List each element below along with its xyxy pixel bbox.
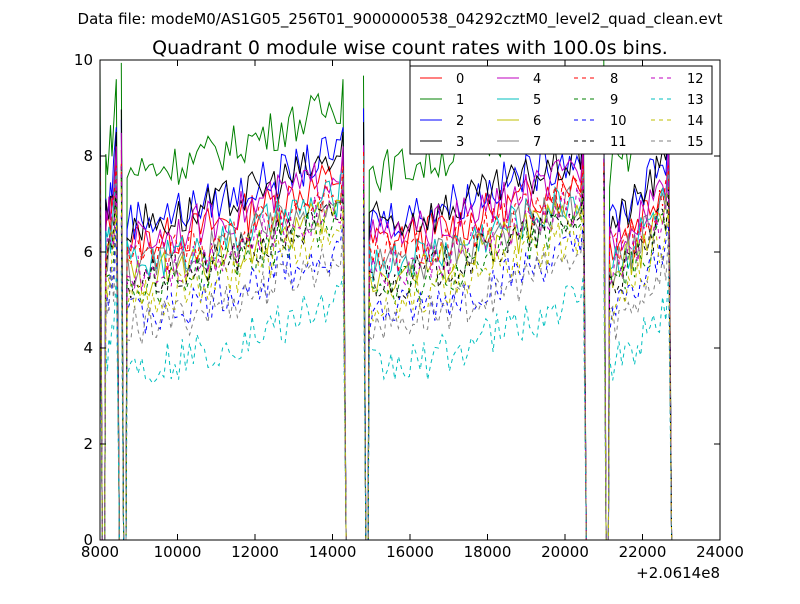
series-line-9	[100, 177, 673, 540]
series-line-0	[100, 133, 673, 540]
series-line-1	[100, 60, 673, 540]
legend-label: 9	[610, 93, 618, 108]
series-line-11	[100, 166, 673, 540]
x-tick-label: 20000	[541, 543, 589, 561]
y-tick-label: 2	[83, 435, 93, 453]
legend-label: 15	[687, 135, 704, 150]
y-tick-label: 10	[74, 51, 93, 69]
series-line-15	[100, 209, 673, 540]
x-tick-label: 22000	[619, 543, 667, 561]
legend-label: 1	[456, 93, 464, 108]
x-tick-label: 10000	[154, 543, 202, 561]
x-tick-label: 8000	[81, 543, 119, 561]
x-offset-label: +2.0614e8	[636, 564, 720, 582]
chart-title: Quadrant 0 module wise count rates with …	[152, 37, 668, 59]
y-tick-label: 8	[83, 147, 93, 165]
legend-box	[409, 65, 713, 155]
series-line-3	[100, 109, 673, 540]
legend-label: 6	[533, 114, 541, 129]
plot-lines	[100, 60, 673, 540]
legend-label: 14	[687, 114, 704, 129]
legend-label: 2	[456, 114, 464, 129]
legend-label: 10	[610, 114, 627, 129]
legend-label: 7	[533, 135, 541, 150]
legend-label: 11	[610, 135, 627, 150]
legend-label: 12	[687, 72, 704, 87]
legend-label: 13	[687, 93, 704, 108]
series-line-10	[100, 203, 673, 540]
x-tick-label: 16000	[386, 543, 434, 561]
x-tick-label: 12000	[231, 543, 279, 561]
x-axis: 8000 10000 12000 14000 16000 18000 20000 22000 2…	[81, 60, 744, 561]
series-line-4	[100, 132, 673, 540]
suptitle: Data file: modeM0/AS1G05_256T01_90000005…	[78, 10, 723, 29]
x-tick-label: 14000	[309, 543, 357, 561]
series-line-5	[100, 154, 673, 540]
legend-label: 4	[533, 72, 541, 87]
y-tick-label: 6	[83, 243, 93, 261]
x-tick-label: 24000	[696, 543, 744, 561]
legend-label: 5	[533, 93, 541, 108]
legend-label: 8	[610, 72, 618, 87]
y-tick-label: 0	[83, 531, 93, 549]
series-line-14	[100, 187, 673, 540]
legend-label: 3	[456, 135, 464, 150]
y-tick-label: 4	[83, 339, 93, 357]
legend-label: 0	[456, 72, 464, 87]
x-tick-label: 18000	[464, 543, 512, 561]
series-line-12	[100, 158, 673, 540]
series-line-2	[100, 103, 673, 540]
